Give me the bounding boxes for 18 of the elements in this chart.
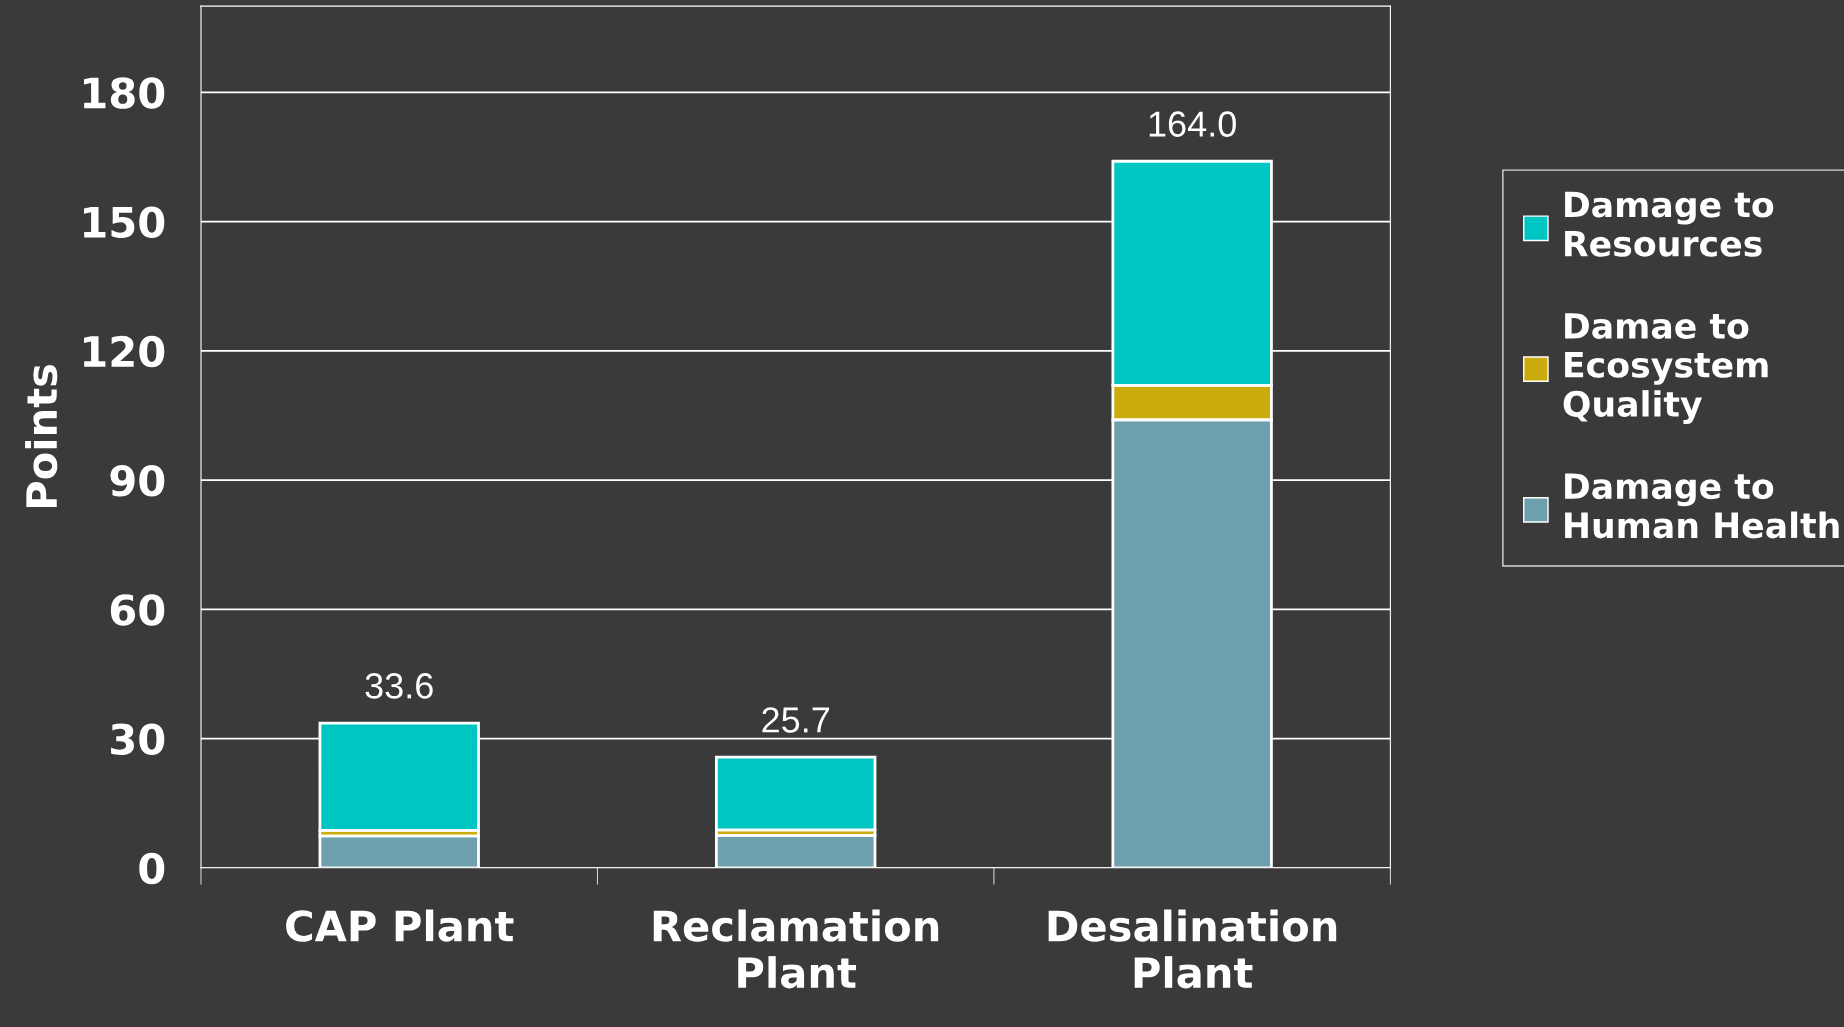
x-tick-label: Reclamation Plant (653, 909, 939, 989)
y-tick-label: 60 (110, 594, 165, 626)
y-tick-label: 180 (84, 77, 165, 109)
x-tick-label: CAP Plant (286, 909, 514, 942)
y-tick-label: 120 (84, 335, 165, 368)
y-axis-title: Points (25, 365, 58, 508)
y-tick-label: 0 (139, 852, 165, 885)
x-tick-label: Desalination Plant (1048, 909, 1337, 989)
legend-label: Damae to Ecosystem Quality (1563, 313, 1768, 425)
y-tick-label: 30 (111, 723, 165, 755)
y-tick-label: 90 (110, 464, 165, 497)
legend-label: Damage to Human Health (1565, 473, 1839, 539)
y-tick-label: 150 (84, 206, 165, 238)
total-label: 164.0 (1149, 111, 1236, 137)
total-label: 33.6 (365, 673, 433, 699)
total-label: 25.7 (762, 707, 830, 733)
bar (318, 834, 480, 868)
legend-label: Damage to Resources (1565, 191, 1774, 257)
